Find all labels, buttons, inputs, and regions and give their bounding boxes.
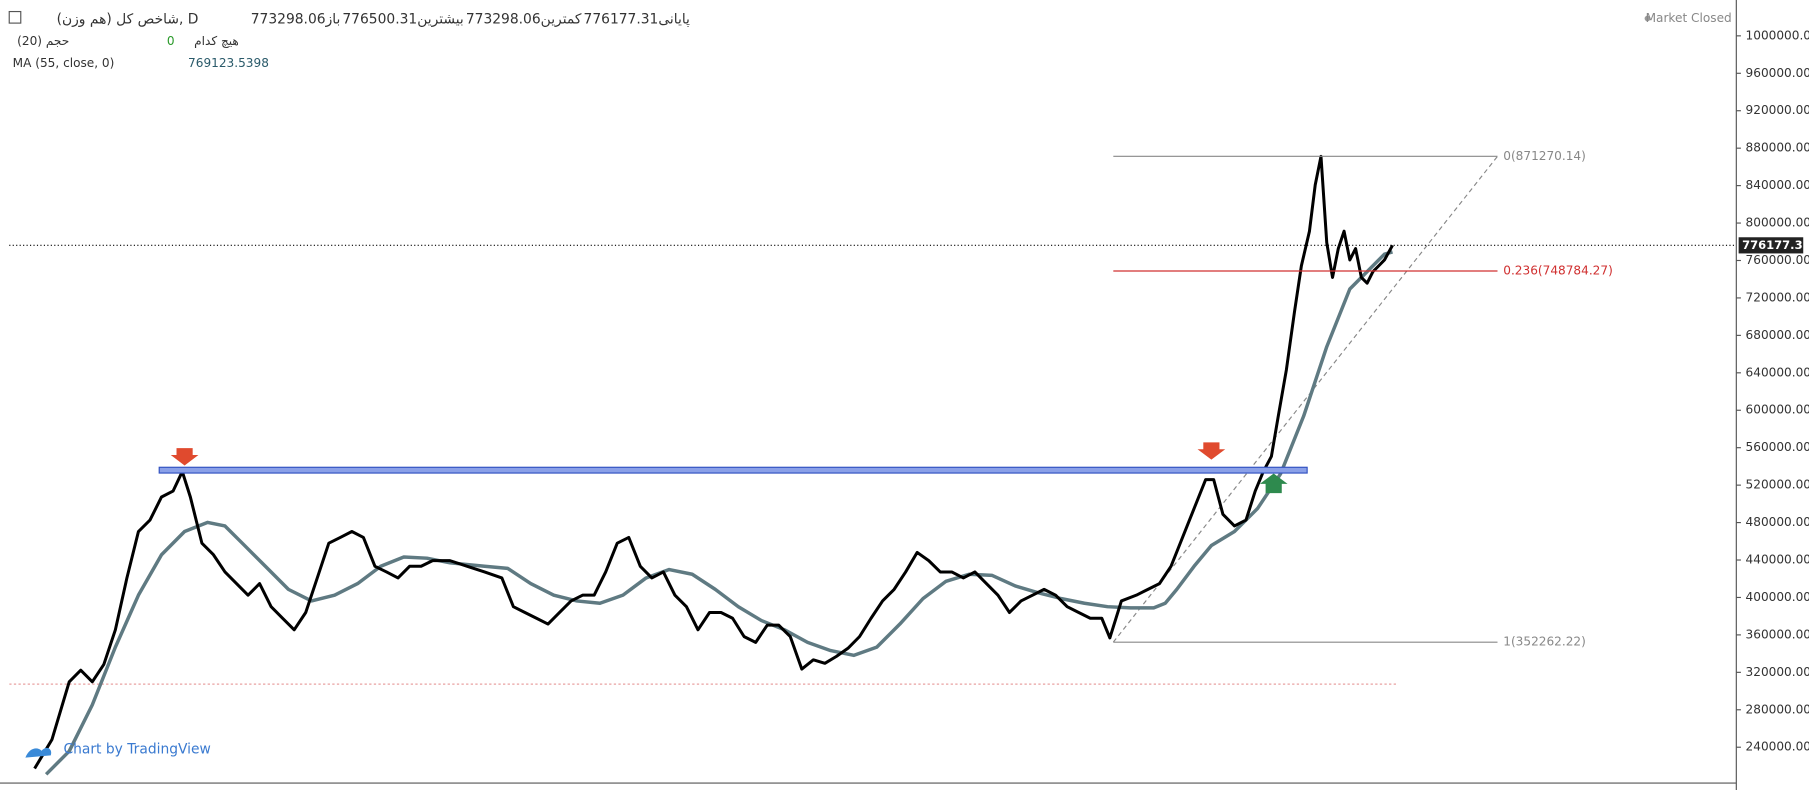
logo [25,747,52,758]
y-tick-label: 560000.00 [1746,440,1809,454]
last-price-tag [1738,237,1804,254]
low: 773298.06کمترین [466,12,582,28]
y-tick-label: 840000.00 [1746,178,1809,192]
up-arrow [1259,473,1288,494]
market-status: Market Closed [1646,11,1732,25]
high: 776500.31بیشترین [342,12,463,28]
down-arrow [1197,442,1226,460]
y-tick-label: 800000.00 [1746,216,1809,230]
y-tick-label: 400000.00 [1746,590,1809,604]
volume-mode: هیچ کدام [194,34,239,48]
ma-label: MA (55, close, 0) [13,56,115,70]
y-tick-label: 880000.00 [1746,141,1809,155]
fib-label: 0(871270.14) [1503,149,1586,163]
y-tick-label: 600000.00 [1746,403,1809,417]
open: 773298.06باز [251,12,341,28]
y-tick-label: 960000.00 [1746,66,1809,80]
last-price-label: 776177.31 [1742,238,1809,252]
resistance-band [158,466,1308,474]
y-tick-label: 360000.00 [1746,627,1809,641]
symbol: شاخص کل (هم وزن), D [57,12,199,28]
volume-label: حجم (20) [17,34,69,48]
markers [170,442,1288,494]
y-tick-label: 680000.00 [1746,328,1809,342]
y-tick-label: 320000.00 [1746,665,1809,679]
y-tick-label: 280000.00 [1746,702,1809,716]
ma-value: 769123.5398 [188,56,269,70]
y-tick-label: 240000.00 [1746,740,1809,754]
fib-label: 1(352262.22) [1503,635,1586,649]
volume-value: 0 [167,34,175,48]
y-tick-label: 920000.00 [1746,103,1809,117]
close: 776177.31پایانی [584,12,690,28]
y-tick-label: 1000000.00 [1746,28,1809,42]
collapse-button[interactable] [8,10,22,24]
y-tick-label: 760000.00 [1746,253,1809,267]
y-tick-label: 640000.00 [1746,365,1809,379]
status-dot [1644,15,1651,22]
y-tick-label: 520000.00 [1746,478,1809,492]
down-arrow [170,448,199,466]
fib-trend [1112,155,1498,643]
fib-label: 0.236(748784.27) [1503,263,1613,277]
ma-line [44,250,1393,776]
brand[interactable]: Chart by TradingView [63,742,210,758]
plot [9,154,1498,776]
y-tick-label: 480000.00 [1746,515,1809,529]
price-line [33,154,1394,770]
y-tick-label: 720000.00 [1746,290,1809,304]
y-tick-label: 440000.00 [1746,553,1809,567]
